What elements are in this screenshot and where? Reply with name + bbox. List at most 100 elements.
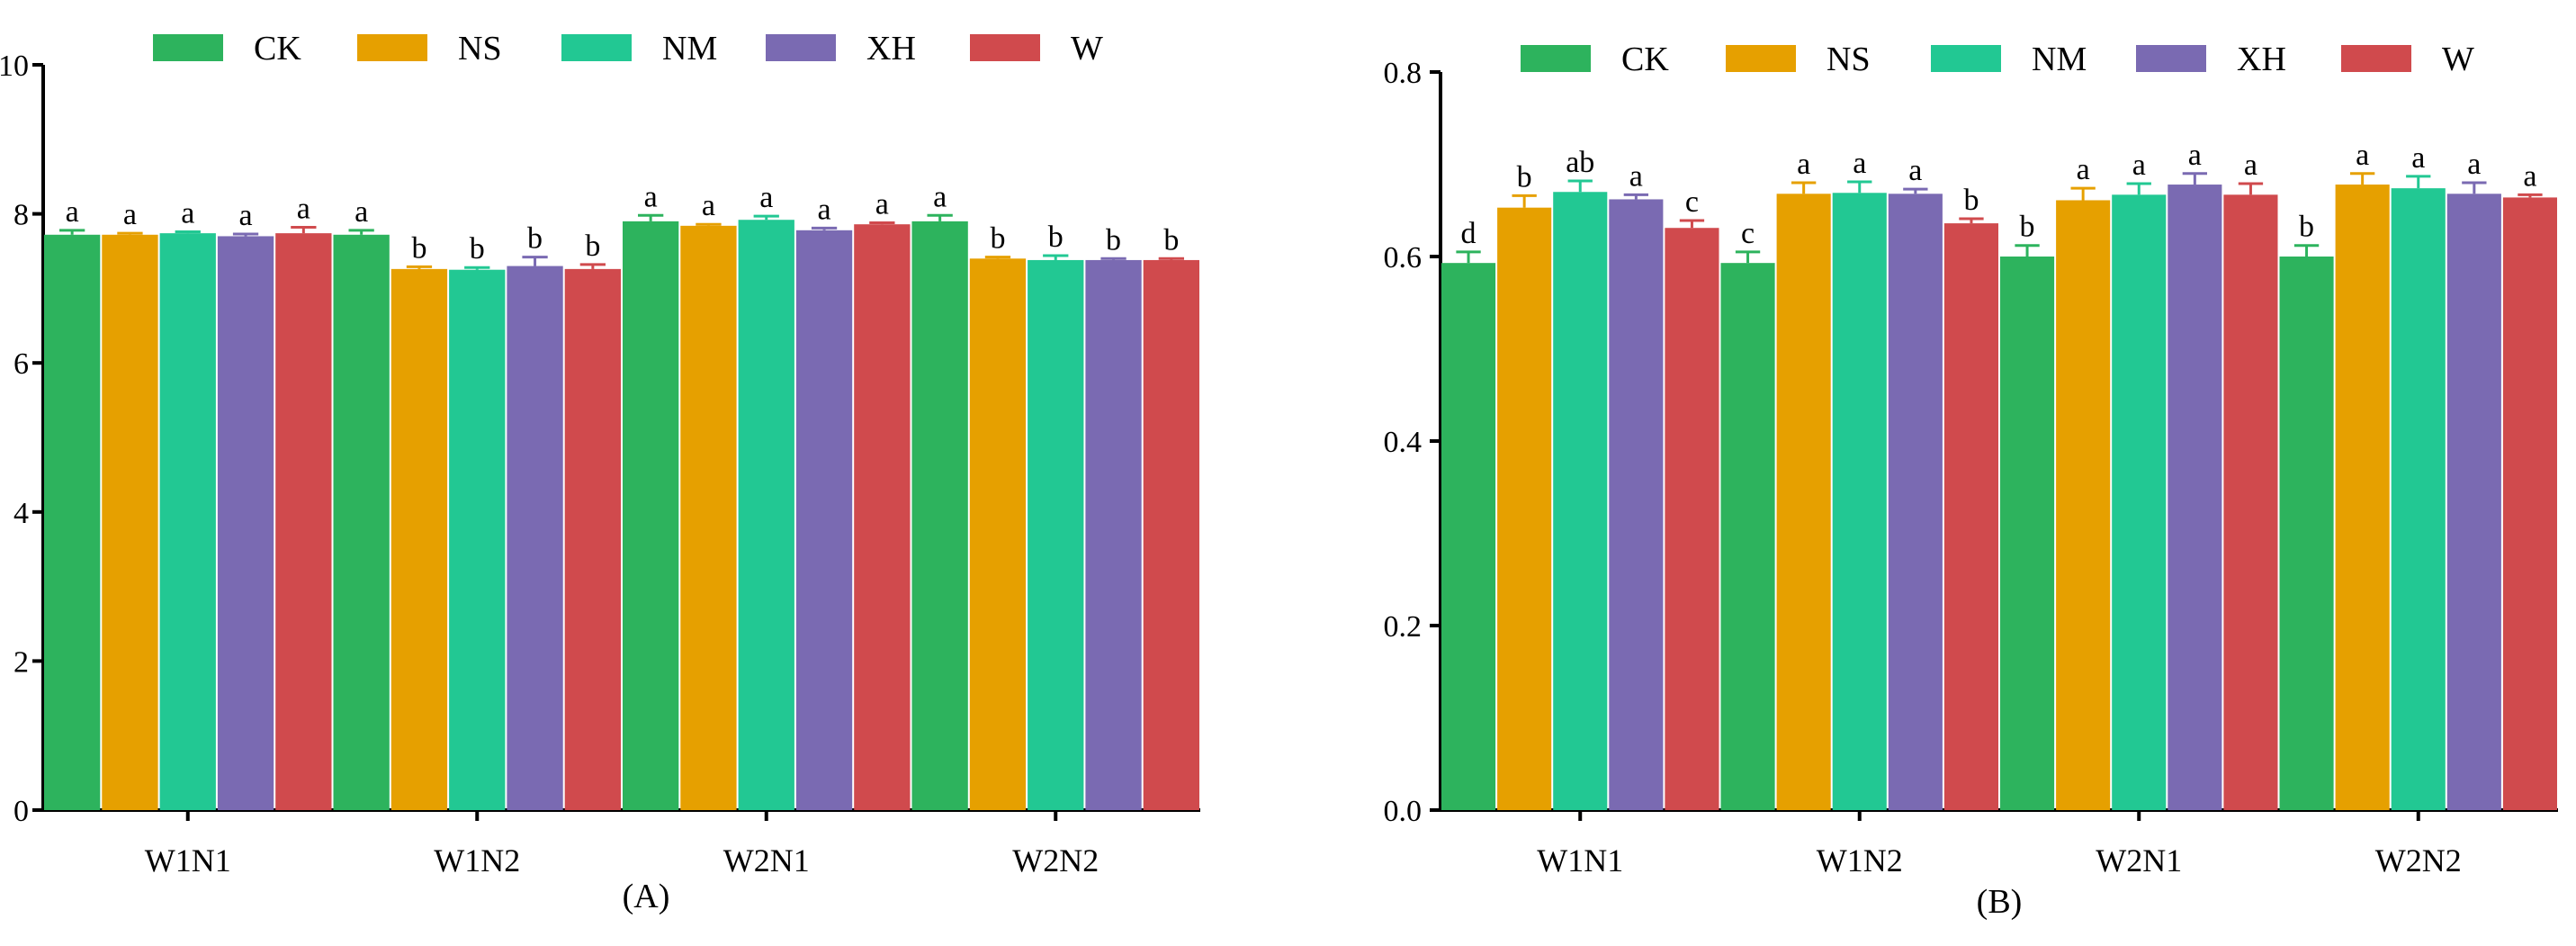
legend-swatch [561, 34, 632, 61]
significance-label: a [2244, 149, 2257, 182]
bar [2391, 188, 2446, 810]
bar [390, 268, 448, 810]
x-tick-label: W1N1 [145, 842, 231, 878]
significance-label: a [2356, 139, 2369, 172]
significance-label: a [123, 198, 137, 231]
bar [275, 233, 332, 810]
y-tick-label: 0.8 [1384, 57, 1423, 90]
bar [2112, 194, 2167, 810]
bar [2000, 257, 2055, 810]
significance-label: a [818, 193, 831, 226]
legend-item-ns: NS [1726, 41, 1871, 78]
legend-swatch [766, 34, 836, 61]
significance-label: b [1517, 160, 1532, 194]
legend-swatch [1521, 45, 1591, 72]
bar [333, 234, 390, 810]
legend-swatch [2341, 45, 2411, 72]
x-tick-label: W1N2 [1817, 842, 1903, 878]
legend-swatch [153, 34, 223, 61]
bar [217, 236, 274, 810]
bar [680, 225, 737, 810]
legend-label: NM [662, 30, 717, 68]
legend-swatch [1726, 45, 1796, 72]
y-tick-label: 10 [0, 50, 29, 83]
significance-label: a [2188, 139, 2202, 172]
bar [2446, 194, 2501, 811]
x-tick-label: W2N1 [2096, 842, 2182, 878]
significance-label: a [2467, 148, 2481, 181]
significance-label: c [1741, 217, 1755, 250]
bar [1441, 263, 1496, 810]
bar [1143, 259, 1199, 810]
bar [1832, 193, 1887, 810]
bar [738, 220, 794, 810]
y-tick-label: 0.2 [1384, 610, 1423, 644]
y-tick-label: 4 [13, 497, 29, 530]
significance-label: b [1048, 221, 1064, 254]
significance-label: a [2411, 141, 2425, 175]
significance-label: ab [1566, 146, 1594, 179]
bar [2279, 257, 2334, 810]
bar [2168, 185, 2222, 811]
bar [44, 234, 101, 810]
legend-item-ck: CK [153, 30, 301, 68]
significance-label: a [644, 180, 658, 213]
significance-label: a [2523, 159, 2536, 193]
bar [1888, 194, 1943, 811]
significance-label: a [2132, 149, 2146, 182]
significance-label: b [1963, 184, 1979, 217]
significance-label: a [1629, 159, 1643, 193]
y-tick-label: 0 [13, 795, 29, 828]
legend-swatch [970, 34, 1040, 61]
legend-item-xh: XH [766, 30, 916, 68]
legend-label: CK [254, 30, 301, 68]
bar [623, 221, 679, 810]
bar [1665, 228, 1719, 811]
y-tick-label: 0.6 [1384, 241, 1423, 275]
significance-label: b [2299, 211, 2314, 244]
bar [969, 258, 1027, 810]
significance-label: a [1853, 147, 1866, 180]
y-tick-label: 6 [13, 347, 29, 381]
significance-label: a [875, 188, 889, 221]
y-tick-label: 2 [13, 645, 29, 679]
significance-label: b [411, 231, 426, 265]
legend-item-ns: NS [357, 30, 502, 68]
bar [564, 268, 621, 810]
bar [1720, 263, 1775, 810]
significance-label: a [297, 193, 310, 226]
legend-item-nm: NM [561, 30, 717, 68]
significance-label: b [470, 232, 485, 266]
x-tick-label: W2N2 [1012, 842, 1099, 878]
panel-label: (B) [1977, 883, 2023, 921]
legend-label: XH [2237, 41, 2286, 78]
legend-item-xh: XH [2136, 41, 2286, 78]
bar [1943, 223, 1998, 811]
significance-label: a [355, 195, 368, 229]
legend-label: XH [866, 30, 916, 68]
bar [795, 230, 853, 811]
legend-label: W [1071, 30, 1103, 68]
legend-label: NS [458, 30, 502, 68]
legend-label: NM [2032, 41, 2087, 78]
significance-label: a [933, 180, 947, 213]
x-tick-label: W2N2 [2375, 842, 2462, 878]
significance-label: b [2020, 211, 2035, 244]
panel-label: (A) [623, 878, 670, 915]
bar [2056, 200, 2111, 811]
bar [2223, 194, 2278, 810]
significance-label: b [1163, 223, 1179, 257]
bar [449, 269, 506, 810]
significance-label: b [585, 230, 600, 263]
significance-label: a [1908, 154, 1922, 187]
bar [1776, 194, 1831, 811]
legend-label: CK [1621, 41, 1669, 78]
legend-label: W [2442, 41, 2474, 78]
significance-label: b [527, 222, 543, 256]
legend-swatch [1931, 45, 2001, 72]
significance-label: a [702, 189, 715, 222]
significance-label: a [759, 181, 773, 214]
significance-label: c [1685, 185, 1699, 219]
